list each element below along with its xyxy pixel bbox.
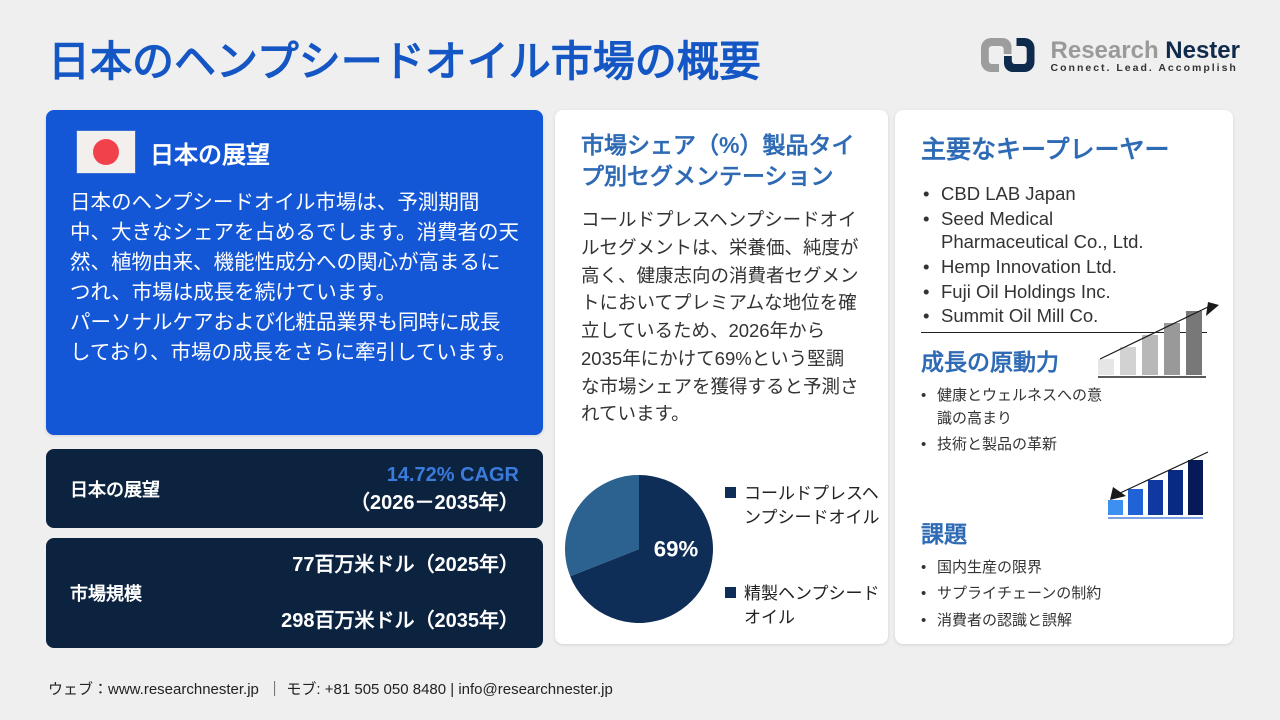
svg-text:69%: 69%: [654, 536, 699, 561]
